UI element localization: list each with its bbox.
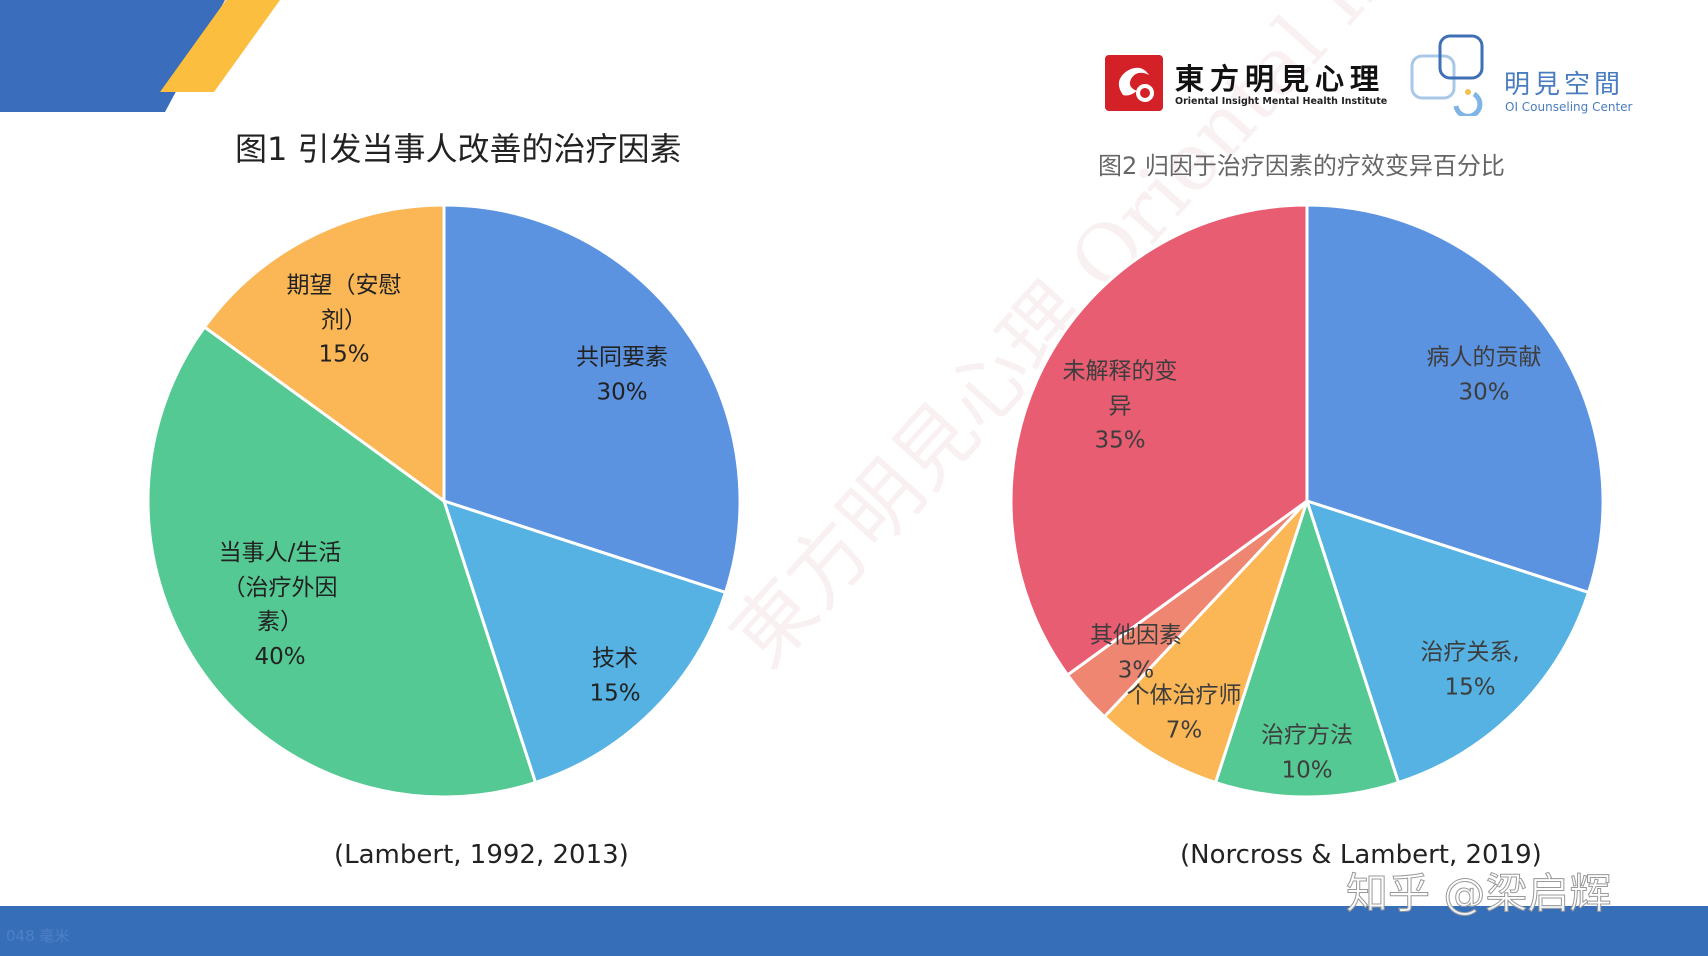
slice-name: 未解释的变异 [1062, 358, 1178, 419]
chart2-slice-label: 未解释的变异 35% [1050, 354, 1190, 458]
chart2-slice-0 [1305, 203, 1605, 595]
logo2-name: 明見空間 [1504, 70, 1625, 100]
slice-value: 15% [1444, 674, 1496, 700]
chart2-slice-3 [1102, 499, 1309, 785]
slice-name: 当事人/生活（治疗外因素） [218, 540, 342, 635]
slice-name: 其他因素 [1090, 622, 1182, 649]
slice-value: 15% [589, 680, 641, 706]
slice-value: 7% [1165, 717, 1203, 743]
oriental-insight-logo-icon [1105, 55, 1163, 111]
chart2-source: (Norcross & Lambert, 2019) [1180, 840, 1542, 870]
zhihu-watermark: 知乎 @梁启辉 [1345, 869, 1612, 919]
chart2-slice-label: 病人的贡献 30% [1427, 341, 1542, 410]
oi-counseling-logo-icon [1408, 34, 1518, 116]
slice-value: 10% [1281, 757, 1333, 783]
logo1-subtitle: Oriental Insight Mental Health Institute [1175, 96, 1388, 107]
slice-name: 技术 [592, 645, 638, 672]
footer-note: 048 毫米 [6, 927, 70, 945]
slice-name: 病人的贡献 [1426, 344, 1542, 371]
chart1-slice-2 [146, 324, 538, 799]
slice-name: 期望（安慰剂） [286, 272, 402, 333]
chart1-source: (Lambert, 1992, 2013) [334, 840, 629, 870]
chart1-slice-label: 技术 15% [589, 642, 640, 711]
slice-name: 治疗关系, [1420, 639, 1520, 666]
chart1-slice-label: 期望（安慰剂） 15% [279, 268, 409, 372]
chart2-slice-2 [1213, 496, 1401, 799]
slice-value: 15% [318, 341, 370, 368]
chart1-slice-label: 当事人/生活（治疗外因素） 40% [215, 536, 345, 674]
chart1-slice-1 [441, 498, 728, 785]
slice-name: 个体治疗师 [1126, 682, 1242, 709]
slice-value: 3% [1117, 657, 1155, 683]
slice-value: 35% [1094, 427, 1146, 454]
chart2-slice-label: 个体治疗师 7% [1127, 679, 1242, 748]
slice-name: 治疗方法 [1261, 722, 1353, 749]
slice-value: 30% [1458, 379, 1510, 405]
slice-value: 40% [254, 643, 306, 670]
chart2-slice-label: 其他因素 3% [1090, 619, 1182, 688]
chart2-title: 图2 归因于治疗因素的疗效变异百分比 [1098, 152, 1505, 180]
slice-name: 共同要素 [576, 344, 668, 371]
footer-band [0, 906, 1708, 956]
logo2-subtitle: OI Counseling Center [1505, 100, 1633, 114]
chart1-slice-3 [202, 203, 446, 504]
slice-value: 30% [596, 379, 648, 405]
chart2-slice-1 [1304, 498, 1591, 785]
chart2-slice-label: 治疗关系, 15% [1420, 636, 1519, 705]
chart1-slice-label: 共同要素 30% [576, 341, 668, 410]
chart2-slice-5 [1009, 203, 1309, 678]
logo1-name: 東方明見心理 [1175, 62, 1386, 96]
chart1-slice-0 [442, 203, 742, 595]
chart1-title: 图1 引发当事人改善的治疗因素 [235, 130, 682, 168]
chart2-slice-label: 治疗方法 10% [1261, 719, 1353, 788]
